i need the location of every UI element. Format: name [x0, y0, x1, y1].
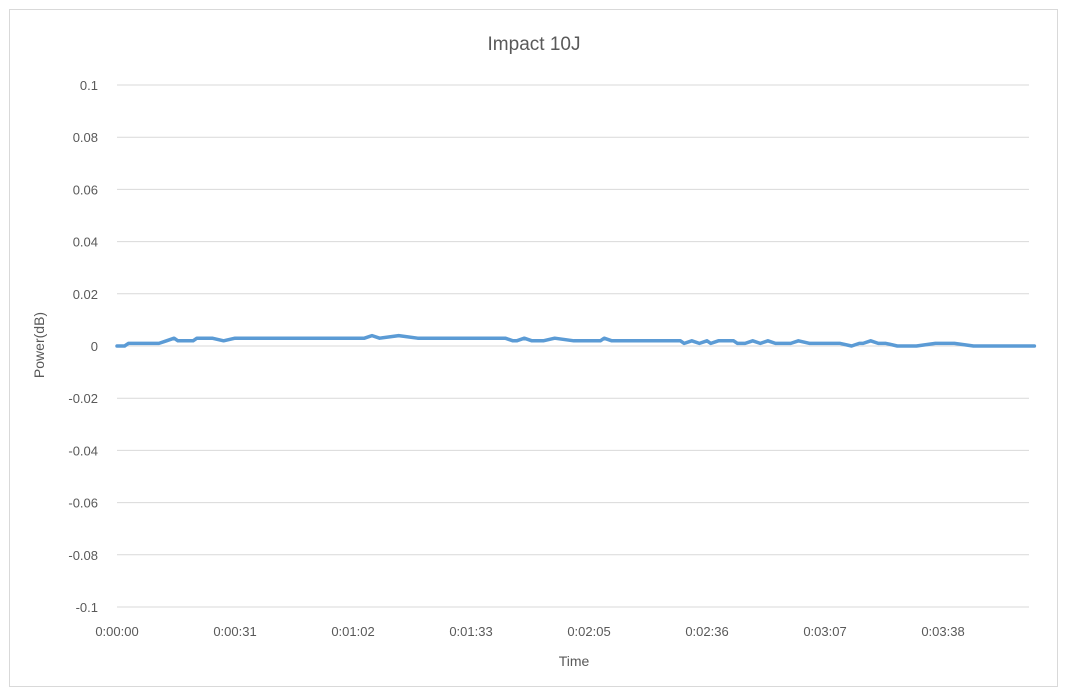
y-tick-label: -0.06	[68, 496, 98, 511]
x-tick-label: 0:03:38	[921, 624, 964, 639]
y-tick-label: 0.04	[73, 235, 98, 250]
y-tick-label: 0.02	[73, 287, 98, 302]
gridlines	[117, 84, 1029, 608]
x-axis-ticks: 0:00:00 0:00:31 0:01:02 0:01:33 0:02:05 0:02:…	[95, 624, 964, 639]
x-tick-label: 0:00:00	[95, 624, 138, 639]
y-axis-ticks: 0.1 0.08 0.06 0.04 0.02 0 -0.02 -0.04 -0.06 -0.08…	[68, 78, 98, 615]
x-tick-label: 0:02:36	[685, 624, 728, 639]
x-tick-label: 0:03:07	[803, 624, 846, 639]
x-axis-label: Time	[559, 653, 590, 669]
y-tick-label: -0.02	[68, 391, 98, 406]
y-tick-label: -0.04	[68, 443, 98, 458]
x-tick-label: 0:00:31	[213, 624, 256, 639]
chart-frame	[9, 9, 1058, 687]
y-axis-label: Power(dB)	[31, 312, 47, 378]
y-tick-label: -0.08	[68, 548, 98, 563]
x-tick-label: 0:02:05	[567, 624, 610, 639]
x-tick-label: 0:01:33	[449, 624, 492, 639]
chart-title: Impact 10J	[488, 34, 581, 55]
series-line	[115, 333, 1037, 348]
y-tick-label: 0.08	[73, 130, 98, 145]
y-tick-label: 0.1	[80, 78, 98, 93]
y-tick-label: 0	[91, 339, 98, 354]
y-tick-label: -0.1	[76, 600, 98, 615]
series-layer	[115, 333, 1037, 348]
y-tick-label: 0.06	[73, 182, 98, 197]
x-tick-label: 0:01:02	[331, 624, 374, 639]
